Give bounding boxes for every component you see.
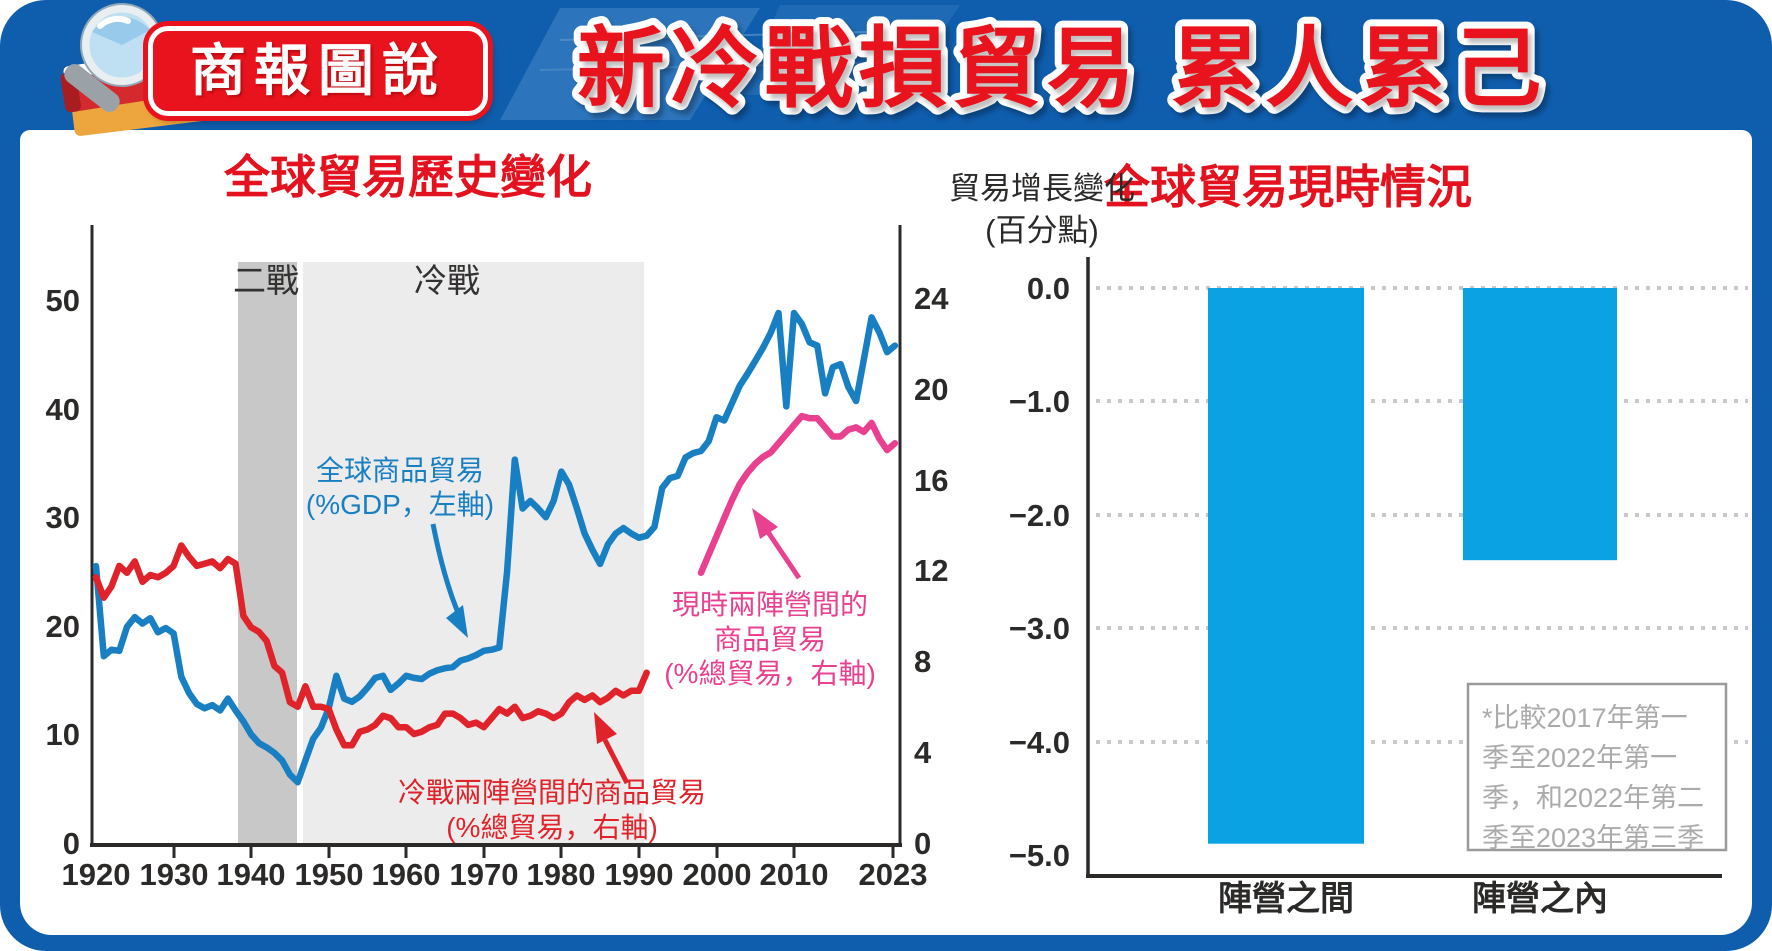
brand-badge: 商報圖說 bbox=[148, 26, 488, 116]
x-tick: 2000 bbox=[683, 857, 752, 892]
global-goods-trade-line bbox=[92, 309, 899, 786]
red-annotation-line2: (%總貿易，右軸) bbox=[446, 812, 658, 843]
y-left-tick: 50 bbox=[46, 283, 80, 318]
bar-category-label: 陣營之間 bbox=[1218, 880, 1354, 918]
blue-annotation-line2: (%GDP，左軸) bbox=[306, 489, 494, 520]
right-chart-ylabel-line2: (百分點) bbox=[985, 213, 1099, 248]
x-tick: 1990 bbox=[605, 857, 674, 892]
y-right-tick: 20 bbox=[914, 372, 948, 407]
right-chart-ylabel: 貿易增長變化 (百分點) bbox=[949, 171, 1135, 248]
right-y-tick: 0.0 bbox=[1027, 271, 1070, 306]
page-title: 新冷戰損貿易 累人累己 bbox=[577, 19, 1547, 118]
pink-annotation: 現時兩陣營間的 商品貿易 (%總貿易，右軸) bbox=[664, 508, 876, 689]
y-right-tick: 16 bbox=[914, 463, 948, 498]
x-tick: 1930 bbox=[140, 857, 209, 892]
right-y-tick: −2.0 bbox=[1009, 498, 1070, 533]
pink-annotation-line3: (%總貿易，右軸) bbox=[664, 658, 876, 689]
coldwar-band-label: 冷戰 bbox=[414, 262, 480, 299]
blue-annotation: 全球商品貿易 (%GDP，左軸) bbox=[306, 455, 494, 638]
ww2-band bbox=[238, 262, 297, 845]
red-annotation-line1: 冷戰兩陣營間的商品貿易 bbox=[398, 777, 706, 808]
y-right-tick-labels: 24 20 16 12 8 4 0 bbox=[914, 281, 949, 861]
ww2-band-label: 二戰 bbox=[233, 262, 299, 299]
current-bloc-trade-line bbox=[697, 412, 899, 577]
footnote-line: *比較2017年第一 bbox=[1482, 703, 1688, 733]
x-tick: 1950 bbox=[295, 857, 364, 892]
right-chart-gridlines bbox=[1096, 286, 1748, 744]
red-annotation: 冷戰兩陣營間的商品貿易 (%總貿易，右軸) bbox=[398, 712, 706, 843]
x-tick: 2010 bbox=[760, 857, 829, 892]
footnote-line: 季至2022年第一 bbox=[1482, 743, 1677, 773]
right-chart-tick-labels: 0.0 −1.0 −2.0 −3.0 −4.0 −5.0 bbox=[1009, 271, 1070, 873]
y-right-tick: 4 bbox=[914, 735, 932, 770]
right-chart-title: 全球貿易現時情況 bbox=[1103, 162, 1472, 213]
footnote-box: *比較2017年第一 季至2022年第一 季，和2022年第二 季至2023年第… bbox=[1466, 682, 1728, 853]
footnote-line: 季，和2022年第二 bbox=[1482, 783, 1704, 813]
pink-annotation-line1: 現時兩陣營間的 bbox=[672, 589, 868, 620]
y-left-tick: 40 bbox=[46, 392, 80, 427]
right-chart-axes bbox=[1086, 257, 1722, 878]
x-tick: 1980 bbox=[527, 857, 596, 892]
right-y-tick: −5.0 bbox=[1009, 838, 1070, 873]
bar-category-labels: 陣營之間 陣營之內 bbox=[1218, 880, 1608, 918]
pink-arrow-icon bbox=[752, 508, 802, 580]
y-right-tick: 12 bbox=[914, 553, 948, 588]
y-left-tick: 0 bbox=[63, 826, 80, 861]
coldwar-band bbox=[303, 262, 644, 845]
footnote-line: 季至2023年第三季 bbox=[1482, 823, 1704, 853]
y-right-tick: 8 bbox=[914, 644, 931, 679]
left-chart-title: 全球貿易歷史變化 bbox=[223, 152, 592, 203]
right-y-tick: −4.0 bbox=[1009, 725, 1070, 760]
y-left-tick-labels: 50 40 30 20 10 0 bbox=[46, 283, 80, 861]
pink-annotation-line2: 商品貿易 bbox=[714, 624, 826, 655]
right-y-tick: −3.0 bbox=[1009, 611, 1070, 646]
x-tick: 1940 bbox=[217, 857, 286, 892]
x-tick: 2023 bbox=[859, 857, 928, 892]
header-decoration bbox=[500, 5, 960, 120]
x-tick: 1960 bbox=[372, 857, 441, 892]
bar-within-blocs bbox=[1463, 288, 1617, 561]
x-tick-labels: 1920 1930 1940 1950 1960 1970 1980 1990 … bbox=[62, 857, 928, 892]
blue-arrow-icon bbox=[430, 523, 468, 638]
bar-category-label: 陣營之內 bbox=[1472, 880, 1608, 918]
y-right-tick: 24 bbox=[914, 281, 949, 316]
x-tick: 1970 bbox=[450, 857, 519, 892]
left-chart-axes bbox=[90, 225, 902, 858]
right-y-tick: −1.0 bbox=[1009, 384, 1070, 419]
bar-between-blocs bbox=[1208, 288, 1364, 844]
y-left-tick: 10 bbox=[46, 717, 80, 752]
right-chart-ylabel-line1: 貿易增長變化 bbox=[949, 171, 1135, 206]
y-left-tick: 20 bbox=[46, 609, 80, 644]
x-tick: 1920 bbox=[62, 857, 131, 892]
blue-annotation-line1: 全球商品貿易 bbox=[316, 455, 484, 486]
red-arrow-icon bbox=[594, 712, 630, 785]
y-right-tick: 0 bbox=[914, 826, 931, 861]
y-left-tick: 30 bbox=[46, 500, 80, 535]
coldwar-bloc-trade-line bbox=[92, 542, 650, 749]
brand-badge-label: 商報圖說 bbox=[190, 39, 446, 102]
